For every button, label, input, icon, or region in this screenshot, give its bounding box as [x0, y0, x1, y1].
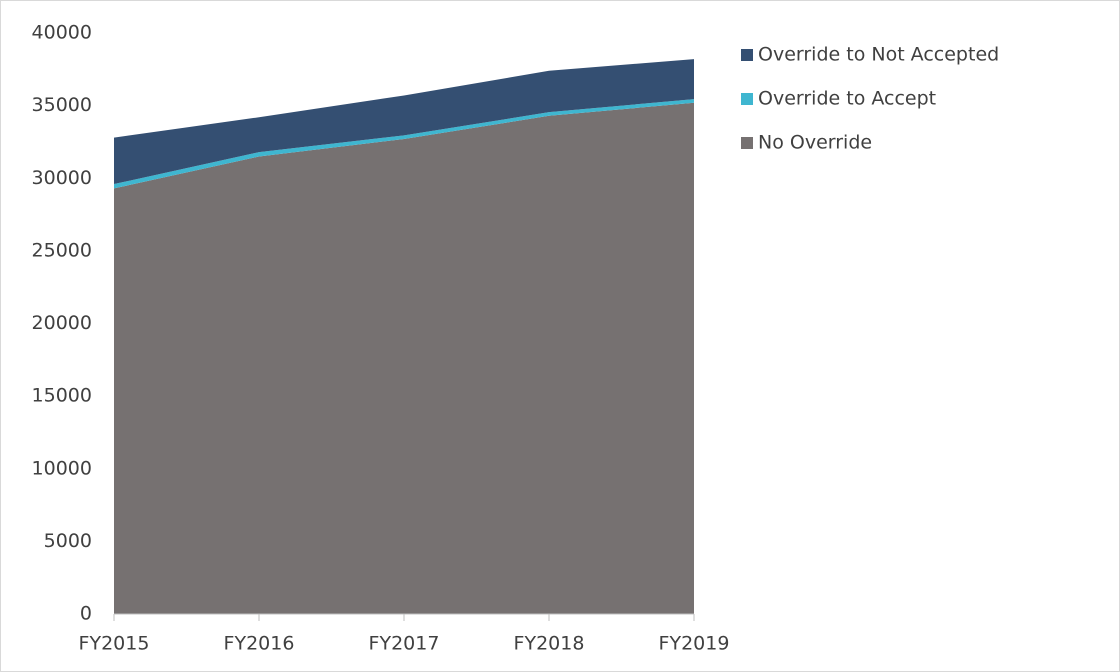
- x-tick-label: FY2018: [514, 633, 585, 655]
- y-tick-label: 35000: [32, 94, 92, 116]
- y-tick-label: 10000: [32, 457, 92, 479]
- y-tick-label: 5000: [44, 530, 92, 552]
- y-tick-label: 15000: [32, 385, 92, 407]
- legend-swatch: [741, 93, 753, 105]
- y-tick-label: 40000: [32, 22, 92, 44]
- x-tick-label: FY2016: [224, 633, 295, 655]
- legend-swatch: [741, 137, 753, 149]
- legend-label: Override to Accept: [758, 88, 936, 110]
- x-tick-label: FY2019: [659, 633, 730, 655]
- y-tick-label: 0: [80, 603, 92, 625]
- legend-label: No Override: [758, 132, 872, 154]
- legend-swatch: [741, 49, 753, 61]
- y-tick-label: 25000: [32, 239, 92, 261]
- y-tick-label: 20000: [32, 312, 92, 334]
- x-tick-label: FY2017: [369, 633, 440, 655]
- area: [114, 102, 694, 614]
- legend-label: Override to Not Accepted: [758, 44, 999, 66]
- area: [114, 59, 694, 185]
- y-tick-label: 30000: [32, 167, 92, 189]
- x-tick-label: FY2015: [79, 633, 150, 655]
